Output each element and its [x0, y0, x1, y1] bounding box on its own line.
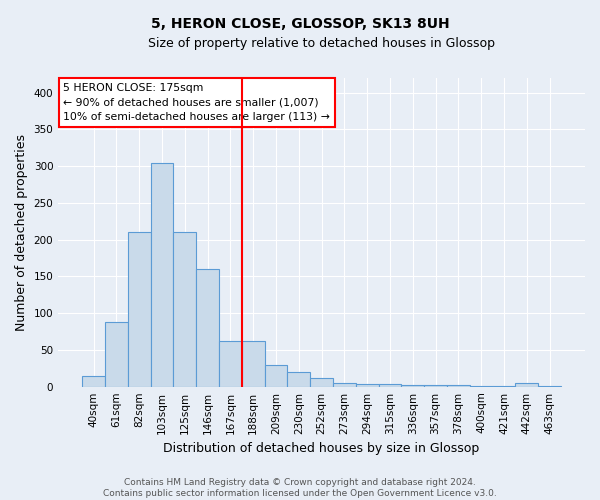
Bar — [447, 385, 470, 386]
Text: 5 HERON CLOSE: 175sqm
← 90% of detached houses are smaller (1,007)
10% of semi-d: 5 HERON CLOSE: 175sqm ← 90% of detached … — [64, 82, 331, 122]
Bar — [105, 322, 128, 386]
Title: Size of property relative to detached houses in Glossop: Size of property relative to detached ho… — [148, 38, 495, 51]
Text: Contains HM Land Registry data © Crown copyright and database right 2024.
Contai: Contains HM Land Registry data © Crown c… — [103, 478, 497, 498]
Bar — [196, 269, 219, 386]
Bar — [424, 385, 447, 386]
Bar — [310, 378, 333, 386]
Bar — [379, 384, 401, 386]
Bar — [356, 384, 379, 386]
Bar — [219, 341, 242, 386]
Bar — [128, 232, 151, 386]
Bar — [265, 364, 287, 386]
Y-axis label: Number of detached properties: Number of detached properties — [15, 134, 28, 331]
Bar — [287, 372, 310, 386]
Bar — [151, 162, 173, 386]
Bar — [242, 341, 265, 386]
Bar — [515, 383, 538, 386]
Bar — [333, 383, 356, 386]
X-axis label: Distribution of detached houses by size in Glossop: Distribution of detached houses by size … — [163, 442, 480, 455]
Text: 5, HERON CLOSE, GLOSSOP, SK13 8UH: 5, HERON CLOSE, GLOSSOP, SK13 8UH — [151, 18, 449, 32]
Bar — [401, 385, 424, 386]
Bar — [82, 376, 105, 386]
Bar — [173, 232, 196, 386]
